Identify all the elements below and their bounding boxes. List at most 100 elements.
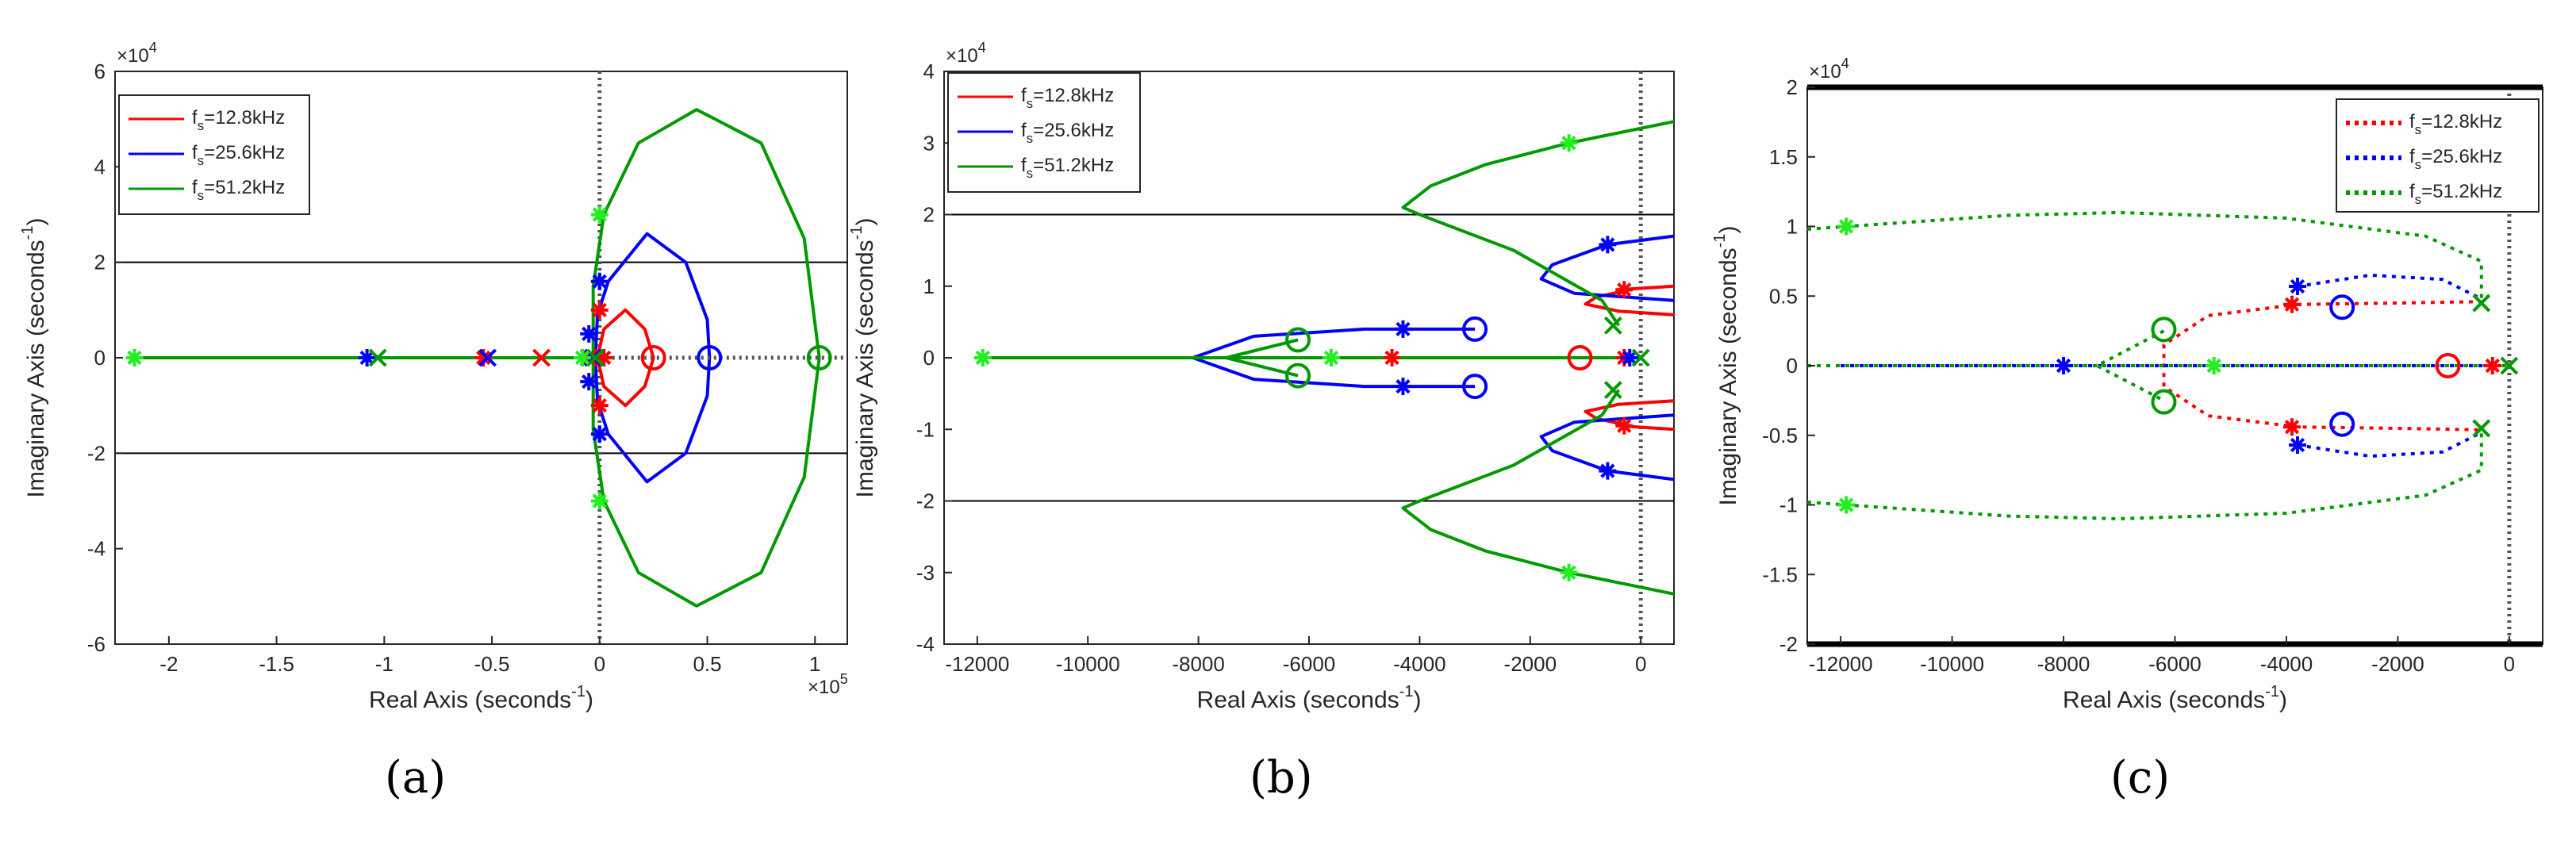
- zero-marker: [697, 345, 723, 370]
- x-tick-label: 1: [809, 652, 820, 676]
- panel-b-plot: -12000 -10000 -8000 -6000 -4000 -2000 0 -4 -3 -2 -…: [848, 40, 1675, 713]
- gain-marker: [2282, 295, 2301, 313]
- x-tick-label: 0: [2504, 652, 2515, 676]
- y-tick-label: -2: [1779, 632, 1798, 656]
- gain-marker: [1599, 236, 1617, 254]
- x-tick-label: -2: [159, 652, 178, 676]
- gain-marker: [2205, 357, 2223, 374]
- zero-marker: [2329, 294, 2355, 320]
- gain-marker: [590, 272, 608, 290]
- gain-marker: [580, 373, 598, 391]
- x-tick-label: -2000: [1504, 652, 1557, 676]
- y-tick-label: 6: [94, 59, 106, 83]
- x-tick-label: -12000: [945, 652, 1009, 676]
- gain-marker: [2483, 357, 2501, 374]
- legend-label: fs=51.2kHz: [192, 177, 285, 203]
- pole-marker: [368, 348, 387, 367]
- y-axis-label: Imaginary Axis (seconds-1): [848, 218, 878, 498]
- y-axis-multiplier: ×104: [117, 40, 157, 67]
- legend-label: fs=51.2kHz: [1021, 155, 1114, 181]
- y-tick-label: -6: [87, 632, 106, 656]
- gain-marker: [1615, 281, 1634, 299]
- pole-marker: [2472, 419, 2491, 438]
- y-tick-label: 1.5: [1769, 145, 1798, 169]
- panel-a-plot: -2 -1.5 -1 -0.5 0 0.5 1 -6 -4 -2 0 2 4 6 ×104 ×105 Real …: [19, 40, 848, 713]
- pole-marker: [1603, 316, 1622, 335]
- y-axis-multiplier: ×104: [946, 40, 986, 67]
- y-tick-label: 1: [1787, 215, 1798, 239]
- gain-marker: [474, 349, 493, 366]
- locus-branch: [591, 108, 821, 608]
- locus-branch: [1401, 389, 1620, 574]
- legend-label: fs=12.8kHz: [1021, 85, 1114, 111]
- x-tick-label: 0: [594, 652, 605, 676]
- x-tick-label: -1.5: [259, 652, 294, 676]
- locus-branch: [1539, 413, 1674, 473]
- locus-branch: [1401, 141, 1620, 327]
- gain-marker: [1837, 496, 1856, 514]
- gain-marker: [1615, 416, 1634, 435]
- gain-marker: [125, 349, 144, 366]
- locus-branch: [1607, 469, 1674, 482]
- gain-marker: [2282, 418, 2301, 436]
- gain-marker: [973, 349, 992, 366]
- y-tick-label: 2: [923, 203, 935, 227]
- gain-marker: [2289, 436, 2306, 455]
- pole-marker: [1603, 381, 1622, 400]
- x-tick-label: 0: [1635, 652, 1646, 676]
- y-tick-label: -4: [916, 632, 935, 656]
- x-tick-label: -1: [375, 652, 394, 676]
- panel-c-plot: -12000 -10000 -8000 -6000 -4000 -2000 0 -2 -1.5 -…: [1711, 56, 2543, 713]
- y-tick-label: 1: [923, 274, 935, 298]
- panel-a-caption: (a): [385, 752, 447, 804]
- zero-marker: [1567, 345, 1593, 370]
- pole-marker: [1631, 348, 1650, 367]
- x-tick-label: -6000: [1283, 652, 1336, 676]
- gain-marker: [1383, 349, 1401, 366]
- x-axis-label: Real Axis (seconds-1): [1197, 683, 1422, 713]
- x-tick-label: -2000: [2371, 652, 2424, 676]
- x-tick-label: -6000: [2148, 652, 2202, 676]
- y-tick-label: -2: [916, 489, 935, 513]
- x-tick-label: -10000: [1056, 652, 1120, 676]
- zero-marker: [640, 345, 666, 370]
- y-tick-label: -0.5: [1762, 424, 1798, 447]
- zero-marker: [2329, 411, 2355, 437]
- gain-marker: [590, 425, 608, 443]
- gain-marker: [590, 397, 608, 415]
- legend-label: fs=25.6kHz: [1021, 120, 1114, 146]
- x-tick-label: -12000: [1809, 652, 1873, 676]
- y-tick-label: 0: [923, 346, 935, 370]
- gain-marker: [358, 349, 376, 366]
- x-tick-label: -8000: [2037, 652, 2090, 676]
- panel-b-caption: (b): [1250, 752, 1313, 804]
- y-tick-label: 4: [923, 59, 935, 83]
- gain-marker: [590, 492, 608, 510]
- panel-c-caption: (c): [2110, 752, 2171, 804]
- zero-marker: [1462, 374, 1488, 400]
- gain-marker: [590, 205, 608, 224]
- y-tick-label: 2: [94, 251, 106, 274]
- locus-branch: [1568, 570, 1674, 596]
- y-tick-label: 3: [923, 131, 935, 155]
- pole-marker: [532, 348, 551, 367]
- zero-marker: [2151, 389, 2177, 415]
- legend-label: fs=25.6kHz: [2409, 146, 2502, 172]
- gain-marker: [2055, 357, 2073, 374]
- legend-label: fs=12.8kHz: [192, 107, 285, 133]
- gain-marker: [580, 324, 598, 343]
- pole-marker: [2472, 294, 2491, 313]
- gain-marker: [590, 301, 608, 319]
- y-tick-label: -1.5: [1762, 562, 1798, 586]
- y-axis-multiplier: ×104: [1809, 56, 1849, 82]
- gain-marker: [1560, 563, 1578, 581]
- gain-marker: [1322, 349, 1340, 366]
- legend-label: fs=25.6kHz: [192, 142, 285, 168]
- y-axis-label: Imaginary Axis (seconds-1): [1711, 226, 1741, 506]
- x-tick-label: 0.5: [693, 652, 721, 676]
- x-tick-label: -10000: [1920, 652, 1984, 676]
- y-tick-label: -4: [87, 537, 106, 561]
- gain-marker: [1837, 217, 1856, 236]
- zero-marker: [2435, 353, 2461, 378]
